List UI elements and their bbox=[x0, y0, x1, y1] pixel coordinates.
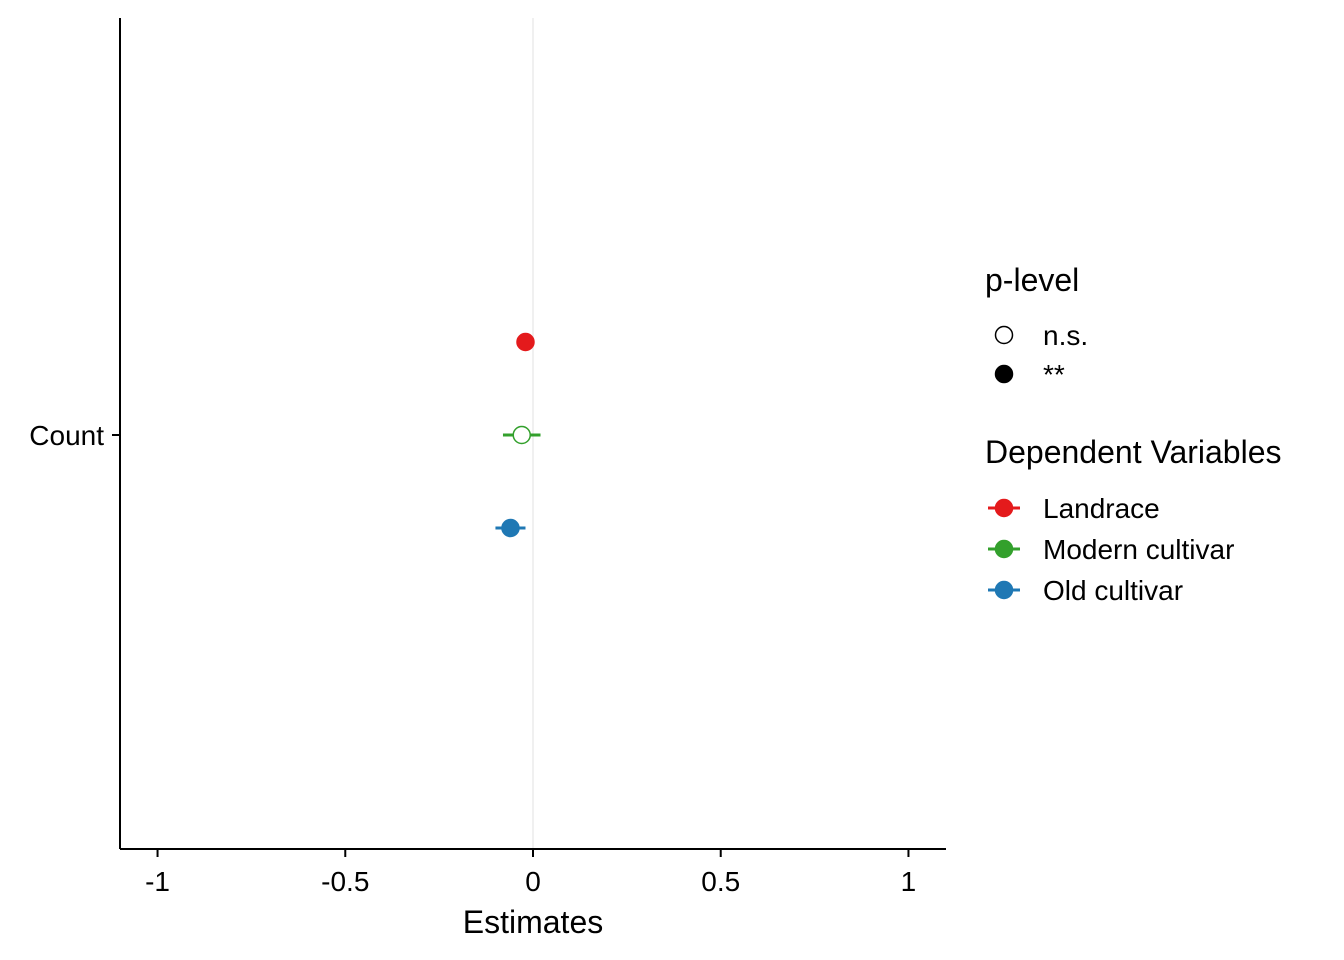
legend-item-modern-cultivar: Modern cultivar bbox=[988, 534, 1234, 565]
legend-label: Modern cultivar bbox=[1043, 534, 1234, 565]
legend-label: Landrace bbox=[1043, 493, 1160, 524]
legend-title-dependent-variables: Dependent Variables bbox=[985, 434, 1282, 470]
y-tick-label: Count bbox=[29, 420, 104, 451]
legend-point-key bbox=[994, 498, 1014, 518]
legend-label: ** bbox=[1043, 359, 1065, 390]
x-tick-label: -1 bbox=[145, 866, 170, 897]
legend-label: n.s. bbox=[1043, 320, 1088, 351]
plot-area bbox=[495, 18, 541, 849]
axes: -1 -0.5 0 0.5 1 Count Estimates bbox=[29, 18, 946, 940]
series-landrace bbox=[516, 332, 535, 352]
legend-point-key bbox=[994, 539, 1014, 559]
estimate-point bbox=[501, 518, 520, 538]
x-tick-label: -0.5 bbox=[321, 866, 369, 897]
legend-item-landrace: Landrace bbox=[988, 493, 1160, 524]
series-old-cultivar bbox=[495, 518, 526, 538]
estimate-point bbox=[512, 425, 531, 445]
series-modern-cultivar bbox=[502, 425, 541, 445]
x-tick-label: 0 bbox=[525, 866, 541, 897]
filled-circle-icon bbox=[994, 364, 1014, 384]
open-circle-icon bbox=[994, 325, 1014, 345]
legend-item-p-level: ** bbox=[994, 359, 1065, 390]
legend: p-level n.s. ** Dependent Variables Landrace… bbox=[985, 262, 1282, 606]
x-tick-label: 1 bbox=[901, 866, 917, 897]
legend-item-p-level: n.s. bbox=[994, 320, 1088, 351]
legend-label: Old cultivar bbox=[1043, 575, 1183, 606]
legend-title-p-level: p-level bbox=[985, 262, 1079, 298]
x-tick-label: 0.5 bbox=[701, 866, 740, 897]
legend-item-old-cultivar: Old cultivar bbox=[988, 575, 1183, 606]
legend-point-key bbox=[994, 580, 1014, 600]
estimate-point bbox=[516, 332, 535, 352]
x-axis-title: Estimates bbox=[463, 904, 603, 940]
